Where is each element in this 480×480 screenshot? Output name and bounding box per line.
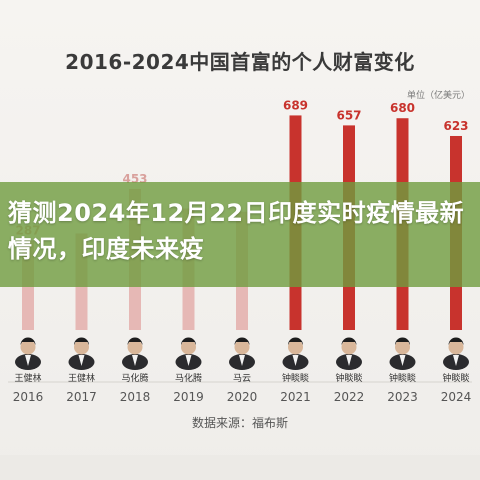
data-label-2022: 657 — [336, 108, 361, 122]
avatar-shirt-2024 — [453, 355, 459, 366]
year-label-2016: 2016 — [13, 390, 44, 404]
avatar-hair-2017 — [74, 337, 89, 345]
person-name-2023: 钟睒睒 — [389, 372, 416, 384]
avatar-hair-2023 — [395, 337, 410, 345]
unit-note: 单位（亿美元） — [406, 91, 470, 101]
data-label-2021: 689 — [283, 98, 308, 112]
avatar-head-2023 — [395, 339, 410, 355]
avatar-hair-2022 — [341, 337, 357, 345]
person-name-2021: 钟睒睒 — [282, 372, 309, 384]
person-name-2017: 王健林 — [68, 372, 95, 384]
avatar-shirt-2018 — [132, 355, 138, 366]
year-label-2024: 2024 — [441, 390, 472, 404]
avatar-head-2021 — [288, 339, 303, 355]
avatar-shirt-2019 — [185, 355, 192, 366]
year-label-2021: 2021 — [280, 390, 311, 404]
avatar-shirt-2023 — [399, 355, 406, 366]
avatar-head-2016 — [20, 339, 36, 355]
person-name-2019: 马化腾 — [175, 372, 202, 384]
year-label-2017: 2017 — [66, 390, 97, 404]
avatar-hair-2024 — [448, 337, 464, 345]
avatar-head-2018 — [127, 339, 143, 355]
person-name-2024: 钟睒睒 — [442, 372, 469, 384]
avatar-head-2020 — [234, 339, 250, 355]
person-name-2022: 钟睒睒 — [335, 372, 362, 384]
person-name-2020: 马云 — [233, 373, 251, 384]
chart-title: 2016-2024中国首富的个人财富变化 — [65, 50, 415, 74]
avatar-hair-2020 — [234, 337, 250, 345]
avatar-shirt-2020 — [239, 355, 245, 366]
avatar-shirt-2016 — [25, 355, 31, 366]
person-name-2018: 马化腾 — [121, 372, 148, 384]
avatar-hair-2016 — [20, 337, 36, 345]
year-label-2019: 2019 — [173, 390, 204, 404]
year-label-2020: 2020 — [227, 390, 258, 404]
avatar-hair-2018 — [127, 337, 143, 345]
data-label-2023: 680 — [390, 101, 415, 115]
headline-text: 猜测2024年12月22日印度实时疫情最新情况，印度未来疫 — [8, 199, 465, 263]
avatar-shirt-2022 — [346, 355, 352, 366]
source-note: 数据来源：福布斯 — [191, 416, 288, 430]
year-label-2023: 2023 — [387, 390, 418, 404]
person-name-2016: 王健林 — [14, 372, 41, 384]
year-label-2022: 2022 — [334, 390, 365, 404]
avatar-head-2017 — [74, 339, 89, 355]
avatar-shirt-2021 — [292, 355, 299, 366]
avatar-hair-2021 — [288, 337, 303, 345]
avatar-hair-2019 — [181, 337, 196, 345]
avatar-head-2024 — [448, 339, 464, 355]
year-label-2018: 2018 — [120, 390, 151, 404]
avatar-head-2019 — [181, 339, 196, 355]
avatar-head-2022 — [341, 339, 357, 355]
data-label-2024: 623 — [443, 119, 468, 133]
bottom-strip — [0, 455, 480, 480]
avatar-shirt-2017 — [78, 355, 85, 366]
headline-banner — [0, 182, 480, 287]
